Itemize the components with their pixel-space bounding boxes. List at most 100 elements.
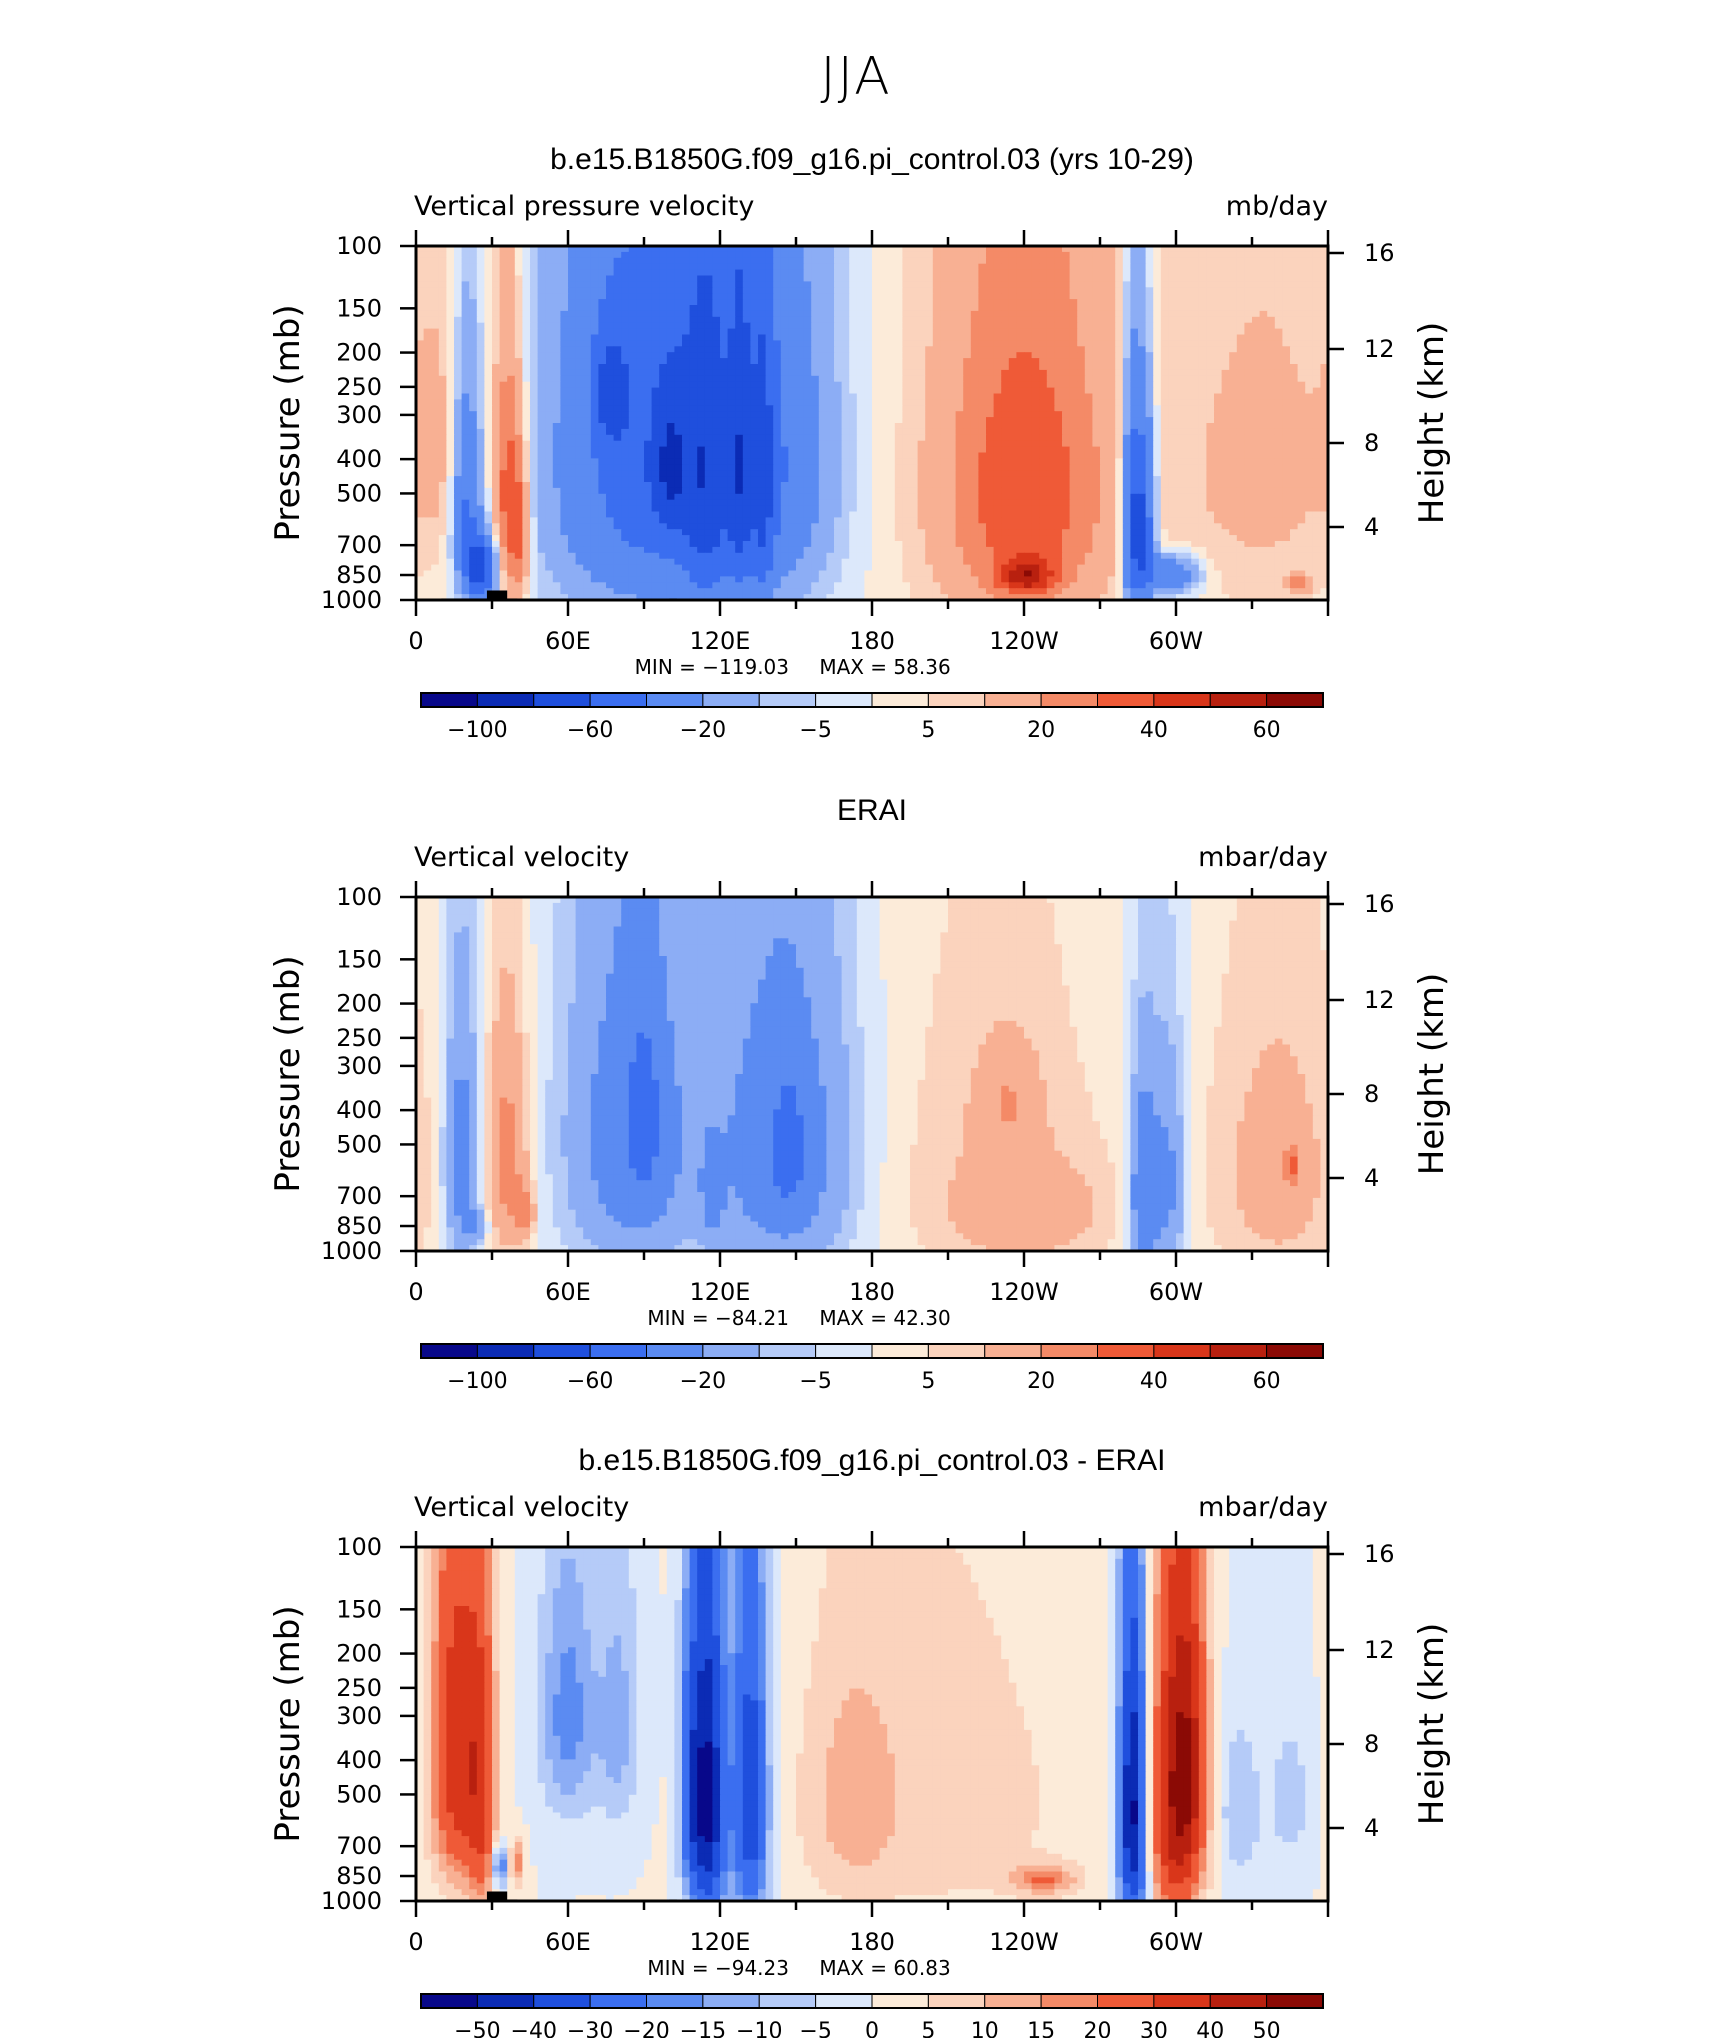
colorbar-box <box>1209 1343 1268 1359</box>
colorbar-label: −5 <box>799 2019 831 2038</box>
colorbar-label: 10 <box>971 2019 999 2038</box>
colorbar-box <box>1153 1993 1211 2009</box>
y-tick-label: 850 <box>336 1862 382 1890</box>
colorbar-label: −40 <box>511 2019 557 2038</box>
x-tick-label: 0 <box>408 627 423 655</box>
y-axis-right: 16 12 8 4 <box>1328 1540 1395 1842</box>
y-tick-label: 300 <box>336 1702 382 1730</box>
colorbar-box <box>927 1993 986 2009</box>
colorbar-label: 40 <box>1196 2019 1224 2038</box>
y-axis-right: 16 12 8 4 <box>1328 239 1395 541</box>
colorbar-box <box>815 692 873 708</box>
colorbar-box <box>1153 692 1211 708</box>
x-axis: 0 60E 120E 180 120W 60W <box>408 881 1330 1306</box>
colorbar-box <box>589 1993 647 2009</box>
y-tick-label: 250 <box>336 373 382 401</box>
y-tick-label: 250 <box>336 1024 382 1052</box>
colorbar-label: −60 <box>567 718 613 743</box>
y-tick-label: 100 <box>336 1533 382 1561</box>
y-tick-label: 400 <box>336 1746 382 1774</box>
field-image <box>416 897 1328 1251</box>
colorbar-label: −50 <box>454 2019 500 2038</box>
y-tick-label: 1000 <box>321 1887 382 1915</box>
colorbar-label: −100 <box>447 1369 507 1394</box>
y-axis-title: Pressure (mb) <box>268 304 308 541</box>
x-tick-label: 60E <box>545 627 591 655</box>
colorbar-label: 30 <box>1140 2019 1168 2038</box>
colorbar-box <box>1040 1993 1098 2009</box>
min-label: MIN = −84.21 <box>647 1306 789 1330</box>
x-axis: 0 60E 120E 180 120W 60W <box>408 1531 1330 1956</box>
units-label: mbar/day <box>1198 842 1328 873</box>
colorbar-label: −20 <box>623 2019 669 2038</box>
colorbar-box <box>815 1993 873 2009</box>
colorbar-label: −5 <box>799 718 831 743</box>
y2-tick-label: 16 <box>1364 1540 1395 1568</box>
y2-tick-label: 12 <box>1364 986 1395 1014</box>
x-tick-label: 120E <box>690 627 751 655</box>
colorbar: −50 −40 −30 −20 −15 −10 −5 0 5 10 15 20 30 40 50 <box>420 1993 1324 2038</box>
variable-label: Vertical velocity <box>414 1492 629 1523</box>
x-tick-label: 120W <box>989 1278 1059 1306</box>
max-label: MAX = 60.83 <box>819 1956 950 1980</box>
colorbar-box <box>476 692 535 708</box>
y-tick-label: 500 <box>336 1130 382 1158</box>
y-tick-label: 700 <box>336 531 382 559</box>
colorbar-label: 5 <box>921 1369 935 1394</box>
colorbar-box <box>1209 692 1268 708</box>
y2-tick-label: 8 <box>1364 429 1379 457</box>
y-tick-label: 500 <box>336 1780 382 1808</box>
colorbar-label: 20 <box>1027 718 1055 743</box>
y2-tick-label: 12 <box>1364 335 1395 363</box>
colorbar-box <box>758 1343 817 1359</box>
colorbar-label: −30 <box>567 2019 613 2038</box>
colorbar-label: 40 <box>1140 718 1168 743</box>
colorbar-box <box>815 1343 873 1359</box>
colorbar-box <box>758 692 817 708</box>
y-axis-title: Pressure (mb) <box>268 955 308 1192</box>
panel-1: b.e15.B1850G.f09_g16.pi_control.03 (yrs … <box>268 143 1452 743</box>
x-tick-label: 60E <box>545 1278 591 1306</box>
colorbar-label: 60 <box>1253 718 1281 743</box>
variable-label: Vertical velocity <box>414 842 629 873</box>
colorbar-box <box>758 1993 817 2009</box>
y-tick-label: 200 <box>336 339 382 367</box>
y-tick-label: 100 <box>336 883 382 911</box>
y-tick-label: 250 <box>336 1674 382 1702</box>
colorbar-box <box>646 1343 704 1359</box>
y2-tick-label: 4 <box>1364 1814 1379 1842</box>
y2-axis-title: Height (km) <box>1412 973 1452 1176</box>
units-label: mbar/day <box>1198 1492 1328 1523</box>
x-axis: 0 60E 120E 180 120W 60W <box>408 230 1330 655</box>
x-tick-label: 180 <box>849 1278 895 1306</box>
panel-2: ERAI Vertical velocity mbar/day 0 60E 120E 180… <box>268 794 1452 1394</box>
colorbar-box <box>533 1343 591 1359</box>
colorbar-box <box>476 1993 535 2009</box>
panel-title: b.e15.B1850G.f09_g16.pi_control.03 - ERA… <box>578 1444 1165 1477</box>
y-tick-label: 150 <box>336 294 382 322</box>
x-tick-label: 180 <box>849 1928 895 1956</box>
colorbar-box <box>1266 1993 1324 2009</box>
x-tick-label: 180 <box>849 627 895 655</box>
colorbar-box <box>927 1343 986 1359</box>
colorbar-box <box>589 1343 647 1359</box>
y2-tick-label: 12 <box>1364 1636 1395 1664</box>
colorbar-box <box>702 692 760 708</box>
y2-tick-label: 4 <box>1364 513 1379 541</box>
colorbar-box <box>533 692 591 708</box>
colorbar-label: −100 <box>447 718 507 743</box>
variable-label: Vertical pressure velocity <box>414 191 754 222</box>
y2-tick-label: 16 <box>1364 890 1395 918</box>
colorbar-box <box>1209 1993 1268 2009</box>
colorbar-box <box>927 692 986 708</box>
colorbar-label: 40 <box>1140 1369 1168 1394</box>
x-tick-label: 120E <box>690 1928 751 1956</box>
colorbar-box <box>702 1343 760 1359</box>
colorbar-label: −20 <box>680 718 726 743</box>
terrain-block <box>486 590 508 600</box>
colorbar-box <box>871 692 929 708</box>
colorbar-box <box>1040 692 1098 708</box>
y2-axis-title: Height (km) <box>1412 322 1452 525</box>
